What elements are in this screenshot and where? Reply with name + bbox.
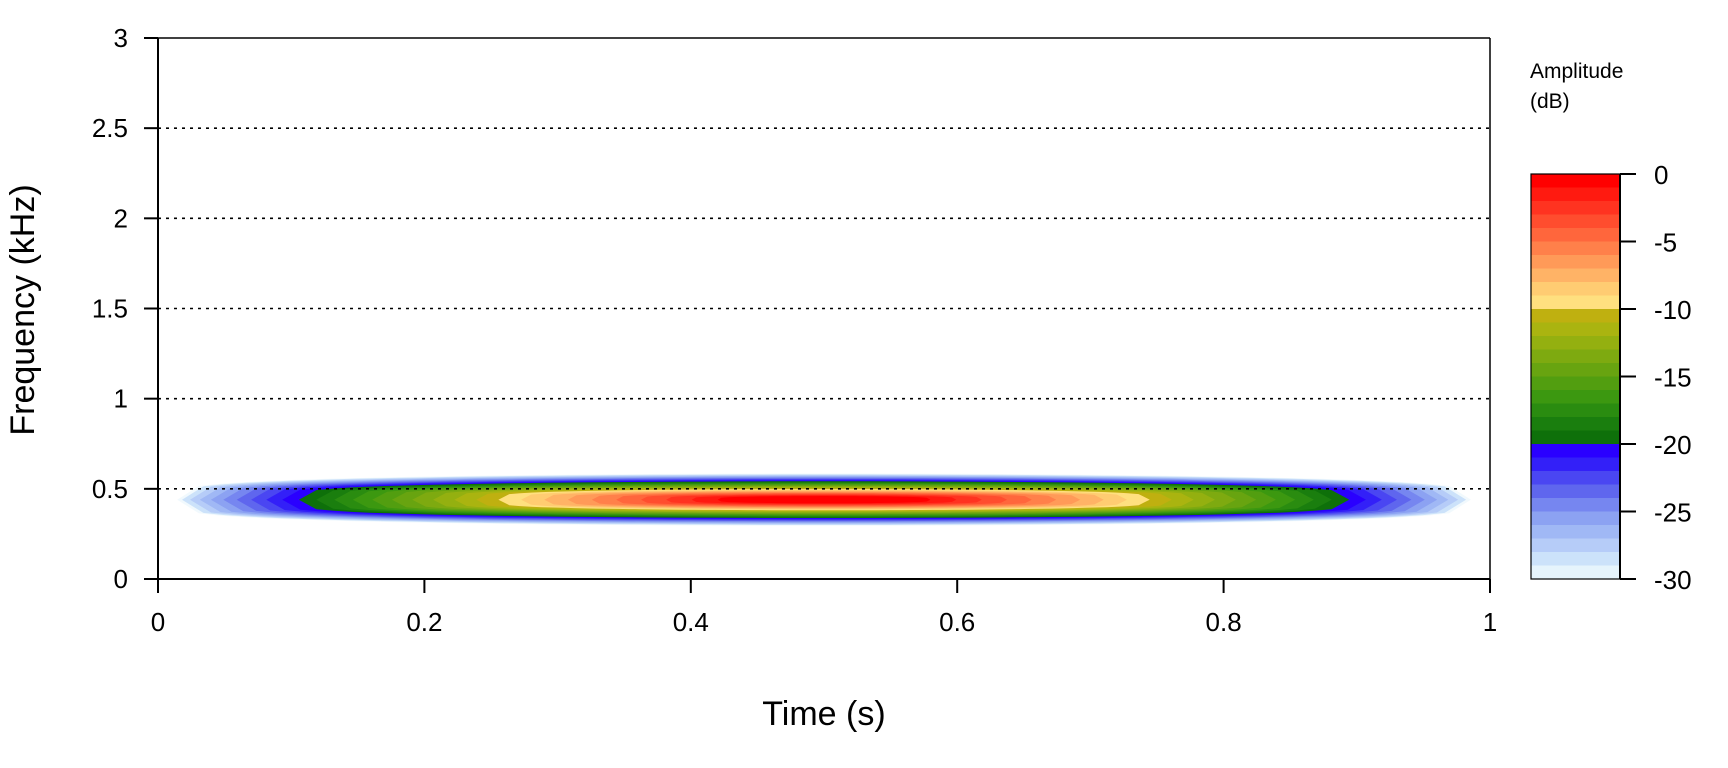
colorbar-segment-17 [1531,403,1620,418]
y-tick-label-2: 1 [114,384,128,414]
colorbar-segment-21 [1531,457,1620,472]
signal-band-0 [717,496,931,504]
colorbar-segment-19 [1531,430,1620,445]
y-tick-label-3: 1.5 [92,294,128,324]
signal-heatmap [177,473,1471,526]
colorbar-segment-23 [1531,484,1620,499]
x-tick-label-5: 1 [1483,607,1497,637]
colorbar-segment-14 [1531,363,1620,378]
colorbar-tick-label-0: 0 [1654,160,1668,190]
colorbar-title-line1: Amplitude [1530,60,1623,83]
colorbar-segment-18 [1531,417,1620,432]
colorbar-segment-26 [1531,525,1620,540]
y-tick-label-1: 0.5 [92,474,128,504]
colorbar-segment-22 [1531,471,1620,486]
colorbar-segment-8 [1531,282,1620,297]
colorbar-segment-3 [1531,214,1620,229]
colorbar-tick-label-6: -30 [1654,565,1692,595]
colorbar-segment-10 [1531,309,1620,324]
colorbar-segment-2 [1531,201,1620,216]
colorbar-segment-0 [1531,174,1620,189]
colorbar-segment-16 [1531,390,1620,405]
colorbar-segment-12 [1531,336,1620,351]
colorbar-ticks: 0 -5 -10 -15 -20 -25 -30 [1619,160,1692,595]
y-tick-label-4: 2 [114,203,128,233]
colorbar-tick-label-1: -5 [1654,228,1677,258]
colorbar-segment-13 [1531,349,1620,364]
colorbar-tick-label-3: -15 [1654,363,1692,393]
x-tick-label-2: 0.4 [673,607,709,637]
x-tick-label-0: 0 [151,607,165,637]
grid-lines [158,37,1490,490]
x-tick-label-1: 0.2 [406,607,442,637]
colorbar-segment-27 [1531,538,1620,553]
colorbar-tick-label-5: -25 [1654,498,1692,528]
colorbar-segment-4 [1531,228,1620,243]
colorbar-segment-6 [1531,255,1620,270]
y-tick-label-5: 2.5 [92,113,128,143]
colorbar-segment-7 [1531,268,1620,283]
y-tick-label-6: 3 [114,23,128,53]
colorbar-tick-label-2: -10 [1654,295,1692,325]
y-axis-title: Frequency (kHz) [4,184,42,435]
x-tick-label-4: 0.8 [1206,607,1242,637]
colorbar-segment-25 [1531,511,1620,526]
colorbar-segment-5 [1531,241,1620,256]
colorbar-segment-9 [1531,295,1620,310]
colorbar-tick-label-4: -20 [1654,430,1692,460]
colorbar-segment-20 [1531,444,1620,459]
colorbar-segment-1 [1531,187,1620,202]
x-tick-label-3: 0.6 [939,607,975,637]
colorbar-segment-28 [1531,552,1620,567]
colorbar [1530,173,1621,580]
colorbar-segment-15 [1531,376,1620,391]
x-axis-title: Time (s) [762,695,885,733]
y-tick-label-0: 0 [114,564,128,594]
colorbar-title-line2: (dB) [1530,90,1570,113]
y-axis-ticks: 0 0.5 1 1.5 2 2.5 3 [92,23,158,594]
x-axis-ticks: 0 0.2 0.4 0.6 0.8 1 [151,579,1497,637]
colorbar-segment-24 [1531,498,1620,513]
colorbar-segment-11 [1531,322,1620,337]
colorbar-segment-29 [1531,565,1620,580]
